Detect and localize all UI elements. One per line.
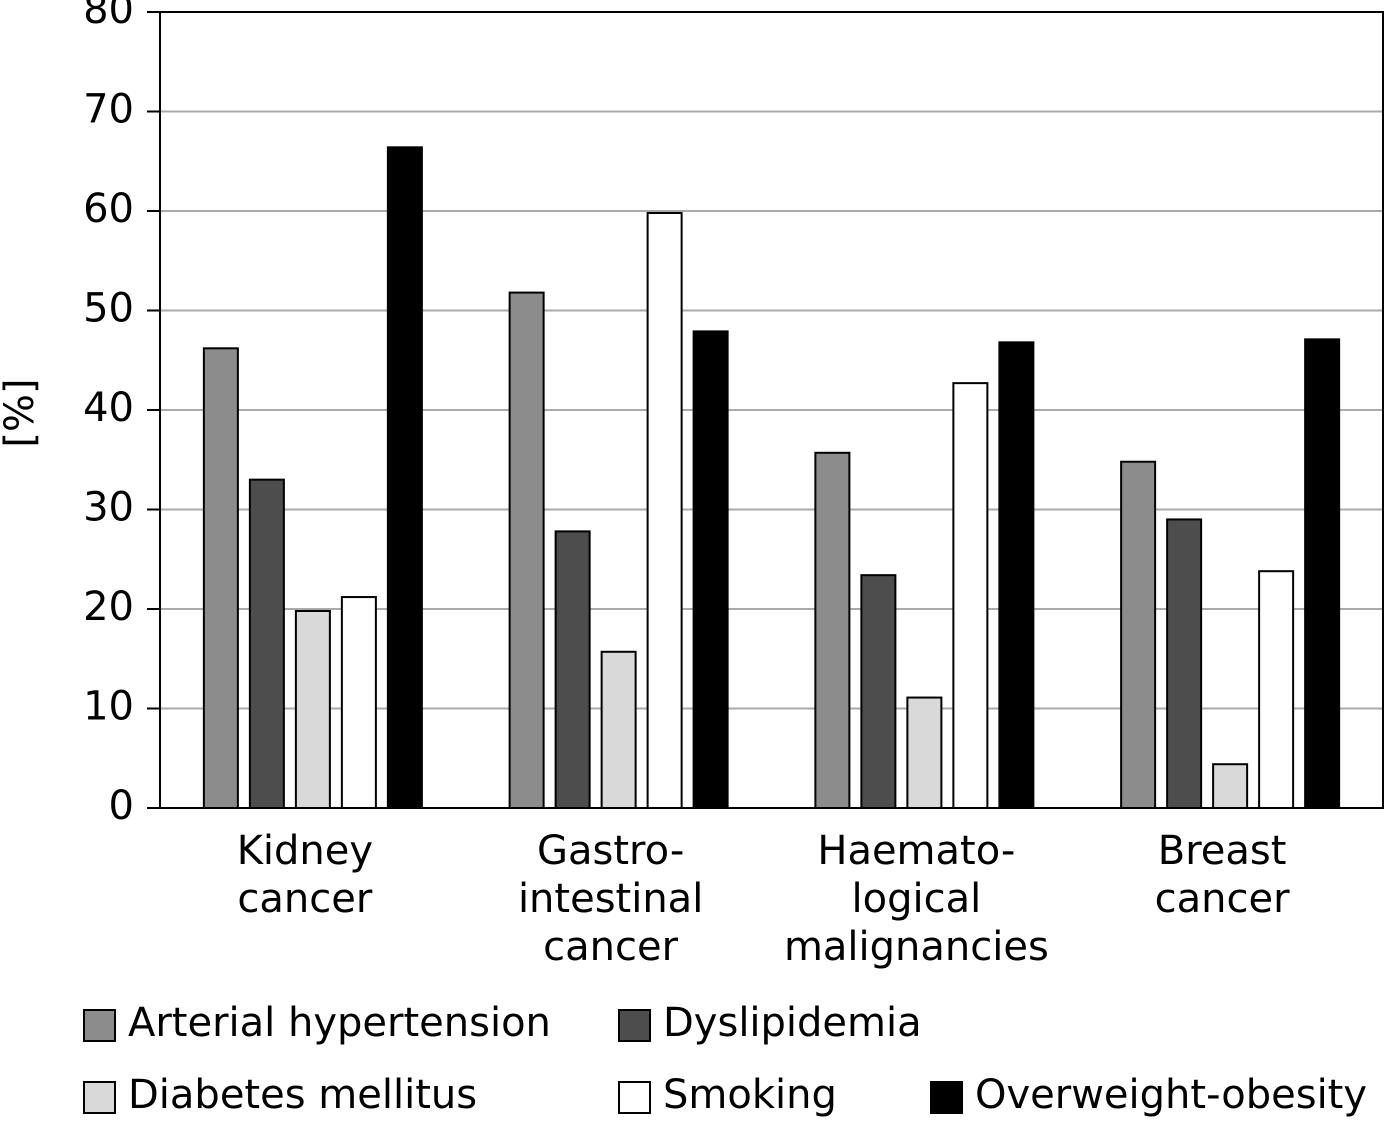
legend-swatch — [83, 1081, 116, 1114]
x-tick-label: Haemato- — [817, 828, 1015, 874]
y-tick-label: 0 — [109, 783, 134, 829]
x-tick-label: cancer — [237, 876, 372, 922]
legend-label: Smoking — [663, 1072, 837, 1118]
y-axis-label: [%] — [0, 378, 43, 447]
bar — [1304, 338, 1341, 809]
bar — [952, 382, 989, 809]
bar — [600, 650, 637, 809]
x-tick-label: intestinal — [518, 876, 703, 922]
x-tick-label: Gastro- — [537, 828, 684, 874]
y-tick-label: 60 — [83, 186, 134, 232]
bar — [386, 146, 423, 809]
legend-label: Dyslipidemia — [663, 1000, 922, 1046]
y-tick-label: 10 — [83, 684, 134, 730]
bar — [1212, 763, 1249, 809]
legend-swatch — [618, 1081, 651, 1114]
y-tick-label: 70 — [83, 87, 134, 133]
bar — [814, 451, 851, 809]
bar — [692, 330, 729, 809]
y-tick-label: 80 — [83, 0, 134, 33]
bar — [1258, 570, 1295, 809]
y-tick-label: 30 — [83, 485, 134, 531]
bar — [294, 609, 331, 809]
legend-swatch — [618, 1009, 651, 1042]
legend-swatch — [930, 1081, 963, 1114]
bar — [1166, 518, 1203, 809]
bar — [340, 596, 377, 809]
legend-label: Overweight-obesity — [975, 1072, 1367, 1118]
x-tick-label: cancer — [543, 924, 678, 970]
legend-swatch — [83, 1009, 116, 1042]
bar — [998, 341, 1035, 809]
bar — [508, 291, 545, 809]
legend-label: Arterial hypertension — [128, 1000, 551, 1046]
plot-frame — [159, 11, 1384, 809]
x-tick-label: cancer — [1155, 876, 1290, 922]
legend-label: Diabetes mellitus — [128, 1072, 477, 1118]
bar — [646, 211, 683, 810]
x-tick-label: logical — [852, 876, 982, 922]
bar — [1120, 460, 1157, 809]
x-tick-label: Breast — [1158, 828, 1287, 874]
bar — [248, 478, 285, 809]
y-tick-label: 50 — [83, 286, 134, 332]
bar — [860, 574, 897, 809]
y-tick-label: 40 — [83, 385, 134, 431]
bar — [906, 696, 943, 809]
x-tick-label: Kidney — [237, 828, 373, 874]
bar — [554, 530, 591, 809]
x-tick-label: malignancies — [784, 924, 1049, 970]
y-tick-label: 20 — [83, 584, 134, 630]
bar — [202, 347, 239, 809]
